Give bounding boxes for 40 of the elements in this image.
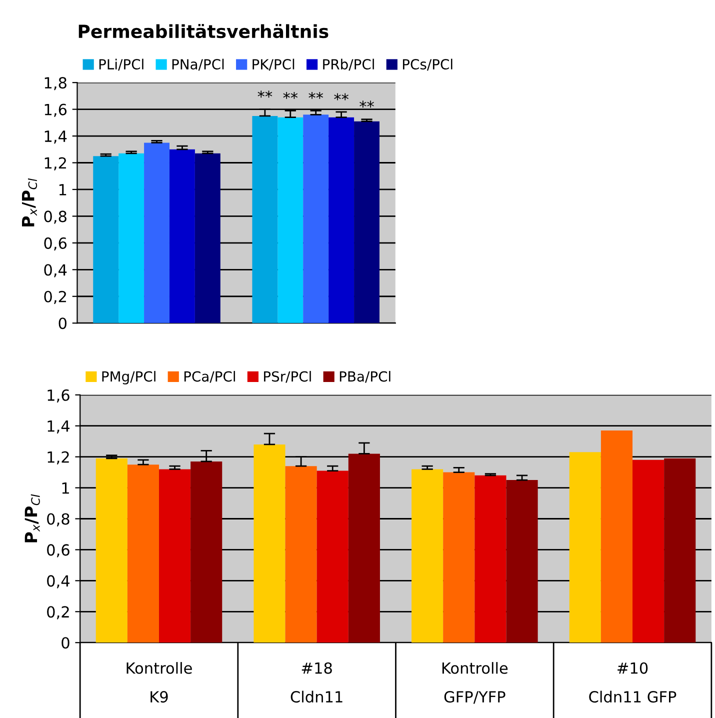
chart-title: Permeabilitätsverhältnis xyxy=(78,24,328,38)
data-label: ** xyxy=(258,90,272,98)
y-tick-label: 1,8 xyxy=(44,77,66,90)
y-tick-label: 0,8 xyxy=(47,513,70,526)
x-tick-label: #10 Cldn11 GFP xyxy=(589,662,676,703)
legend-label: PCa/PCl xyxy=(184,370,235,383)
legend-label: PRb/PCl xyxy=(323,58,374,71)
y-axis-title: P$_{x}$/P$_{Cl}$ xyxy=(24,494,40,542)
y-tick-label: 0 xyxy=(62,637,70,649)
legend-label: PNa/PCl xyxy=(172,58,224,71)
y-tick-label: 1,2 xyxy=(48,451,69,464)
x-tick-label: #18 Cldn11 xyxy=(290,662,342,703)
x-tick-label: Kontrolle K9 xyxy=(126,662,192,703)
y-tick-label: 0,2 xyxy=(47,606,69,620)
y-tick-label: 1,6 xyxy=(44,104,67,117)
data-label: ** xyxy=(360,100,374,108)
y-tick-label: 1 xyxy=(59,184,66,196)
x-tick-label: Kontrolle GFP/YFP xyxy=(442,662,508,704)
legend-label: PMg/PCl xyxy=(102,370,156,384)
y-tick-label: 0,2 xyxy=(44,290,66,304)
y-tick-label: 0,6 xyxy=(47,544,70,558)
y-tick-label: 1 xyxy=(62,482,69,494)
legend-label: PCs/PCl xyxy=(402,58,452,71)
y-tick-label: 1,4 xyxy=(48,420,70,434)
legend-label: PSr/PCl xyxy=(264,370,311,383)
legend-label: PK/PCl xyxy=(252,58,294,71)
y-tick-label: 1,4 xyxy=(44,130,67,144)
data-label: ** xyxy=(334,93,348,100)
y-tick-label: 0,8 xyxy=(44,210,66,224)
y-tick-label: 1,2 xyxy=(44,157,66,170)
legend-label: PBa/PCl xyxy=(340,370,390,383)
data-label: ** xyxy=(308,92,324,99)
y-tick-label: 0 xyxy=(58,318,66,330)
y-tick-label: 0,4 xyxy=(44,264,67,278)
y-tick-label: 0,4 xyxy=(47,575,70,588)
legend-label: PLi/PCl xyxy=(99,58,144,71)
data-label: ** xyxy=(283,92,298,99)
y-axis-title: P$_{x}$/P$_{Cl}$ xyxy=(22,178,38,226)
y-tick-label: 1,6 xyxy=(48,389,70,402)
y-tick-label: 0,6 xyxy=(44,237,67,251)
